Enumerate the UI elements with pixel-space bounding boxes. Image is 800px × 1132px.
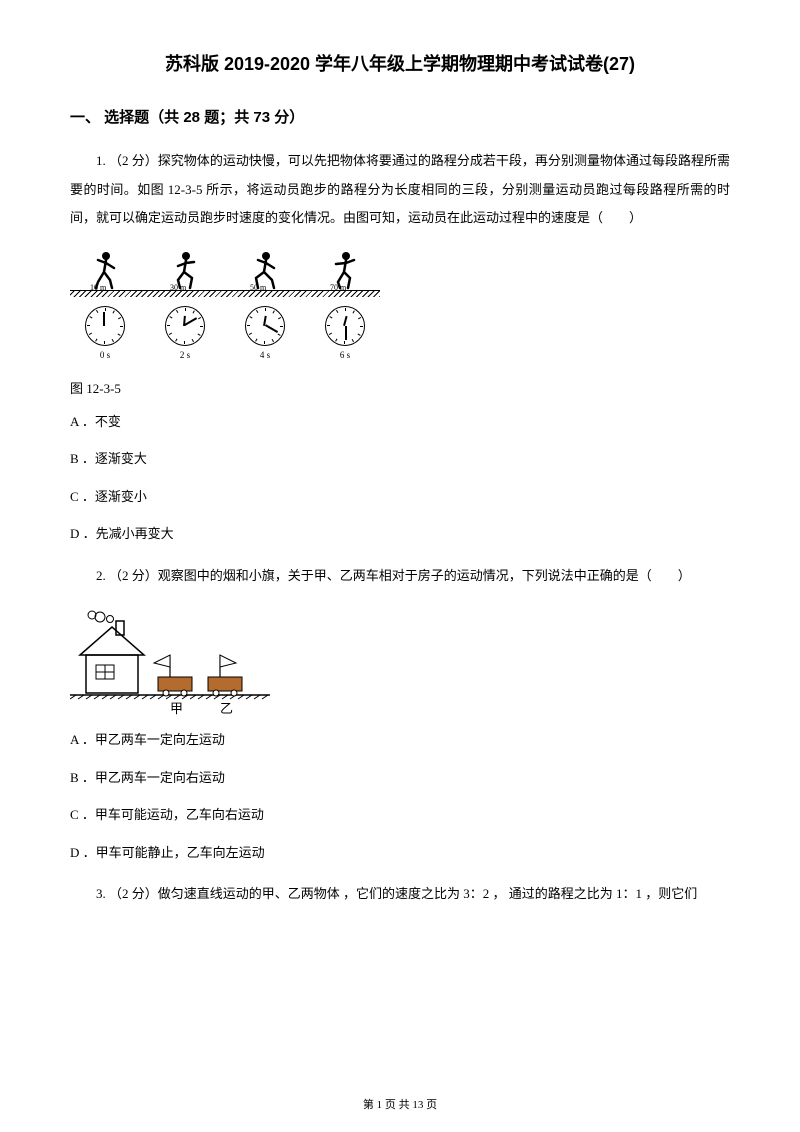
- time-label: 0 s: [85, 350, 125, 360]
- time-label: 4 s: [245, 350, 285, 360]
- distance-label: 50 m: [250, 283, 266, 292]
- section-header: 一、 选择题（共 28 题；共 73 分）: [70, 106, 730, 127]
- q3-stem: 3. （2 分）做匀速直线运动的甲、乙两物体 ，它们的速度之比为 3：2 ， 通…: [70, 880, 730, 909]
- q2-points: （2 分）: [109, 568, 158, 583]
- clock-icon: [85, 306, 125, 346]
- page-footer: 第 1 页 共 13 页: [0, 1096, 800, 1112]
- distance-label: 70 m: [330, 283, 346, 292]
- q2-number: 2.: [96, 568, 106, 583]
- clock-icon: [245, 306, 285, 346]
- q1-option-b: B ．逐渐变大: [70, 449, 730, 469]
- q1-figure: 10 m 30 m 50 m 70 m 0 s 2 s 4 s 6 s: [70, 248, 730, 363]
- q1-option-a: A ．不变: [70, 412, 730, 432]
- q1-figure-caption: 图 12-3-5: [70, 378, 730, 397]
- q2-text: 观察图中的烟和小旗，关于甲、乙两车相对于房子的运动情况，下列说法中正确的是（ ）: [158, 568, 691, 583]
- q3-text: 做匀速直线运动的甲、乙两物体 ，它们的速度之比为 3：2 ， 通过的路程之比为 …: [158, 886, 698, 901]
- clock-icon: [325, 306, 365, 346]
- q2-option-b: B ．甲乙两车一定向右运动: [70, 768, 730, 788]
- distance-label: 30 m: [170, 283, 186, 292]
- q1-option-d: D ．先减小再变大: [70, 524, 730, 544]
- q1-stem: 1. （2 分）探究物体的运动快慢，可以先把物体将要通过的路程分成若干段，再分别…: [70, 147, 730, 233]
- q2-option-c: C ．甲车可能运动，乙车向右运动: [70, 805, 730, 825]
- time-label: 6 s: [325, 350, 365, 360]
- exam-title: 苏科版 2019-2020 学年八年级上学期物理期中考试试卷(27): [70, 50, 730, 76]
- distance-label: 10 m: [90, 283, 106, 292]
- q1-points: （2 分）: [109, 153, 158, 168]
- car-yi-label: 乙: [220, 701, 233, 716]
- q3-points: （2 分）: [109, 886, 158, 901]
- q3-number: 3.: [96, 886, 106, 901]
- car-jia-label: 甲: [170, 701, 183, 716]
- time-label: 2 s: [165, 350, 205, 360]
- q1-text: 探究物体的运动快慢，可以先把物体将要通过的路程分成若干段，再分别测量物体通过每段…: [70, 153, 730, 225]
- q1-number: 1.: [96, 153, 106, 168]
- q2-figure: 甲 乙: [70, 605, 270, 720]
- q2-option-d: D ．甲车可能静止，乙车向左运动: [70, 843, 730, 863]
- q1-option-c: C ．逐渐变小: [70, 487, 730, 507]
- q2-stem: 2. （2 分）观察图中的烟和小旗，关于甲、乙两车相对于房子的运动情况，下列说法…: [70, 562, 730, 591]
- q2-option-a: A ．甲乙两车一定向左运动: [70, 730, 730, 750]
- clock-icon: [165, 306, 205, 346]
